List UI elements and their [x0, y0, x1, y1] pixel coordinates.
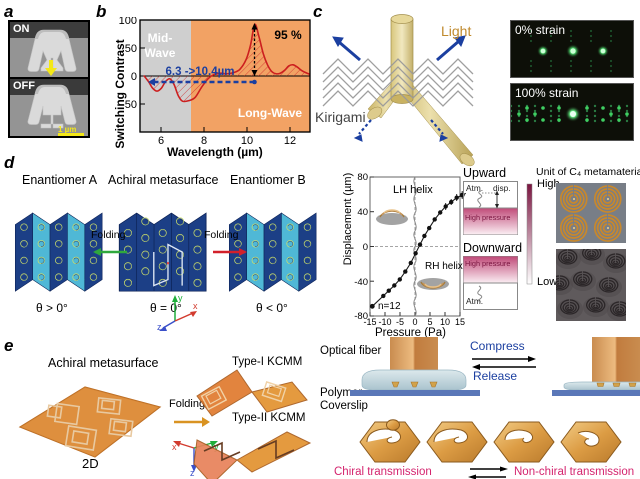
- svg-text:100: 100: [119, 17, 137, 27]
- svg-text:10: 10: [440, 317, 450, 327]
- svg-text:-15: -15: [363, 317, 376, 327]
- svg-text:0: 0: [363, 242, 368, 253]
- svg-text:x: x: [193, 301, 198, 311]
- svg-text:Light: Light: [441, 23, 471, 39]
- svg-text:LH helix: LH helix: [393, 184, 433, 196]
- svg-text:y: y: [178, 293, 183, 303]
- svg-text:Kirigami: Kirigami: [315, 109, 366, 125]
- svg-text:-40: -40: [354, 277, 368, 288]
- svg-text:0: 0: [131, 71, 137, 83]
- svg-text:Mid-: Mid-: [148, 31, 173, 45]
- svg-text:n=12: n=12: [378, 301, 401, 312]
- svg-text:40: 40: [357, 207, 368, 218]
- svg-text:High pressure: High pressure: [465, 259, 510, 268]
- svg-text:Atm.: Atm.: [466, 296, 483, 306]
- svg-text:80: 80: [357, 172, 368, 183]
- svg-text:z: z: [157, 322, 162, 331]
- svg-text:15: 15: [455, 317, 465, 327]
- svg-text:-5: -5: [396, 317, 404, 327]
- svg-text:x: x: [172, 442, 177, 452]
- svg-text:12: 12: [284, 135, 296, 147]
- svg-text:Wave: Wave: [145, 46, 176, 60]
- svg-text:0: 0: [412, 317, 417, 327]
- svg-text:6.3 ->10.4µm: 6.3 ->10.4µm: [166, 66, 235, 78]
- svg-text:6: 6: [158, 135, 164, 147]
- svg-text:High pressure: High pressure: [465, 213, 510, 222]
- svg-text:disp.: disp.: [493, 183, 511, 193]
- svg-text:RH helix: RH helix: [425, 261, 463, 272]
- svg-text:-10: -10: [378, 317, 391, 327]
- svg-text:Long-Wave: Long-Wave: [238, 106, 303, 120]
- svg-text:5: 5: [427, 317, 432, 327]
- svg-text:95 %: 95 %: [274, 28, 302, 42]
